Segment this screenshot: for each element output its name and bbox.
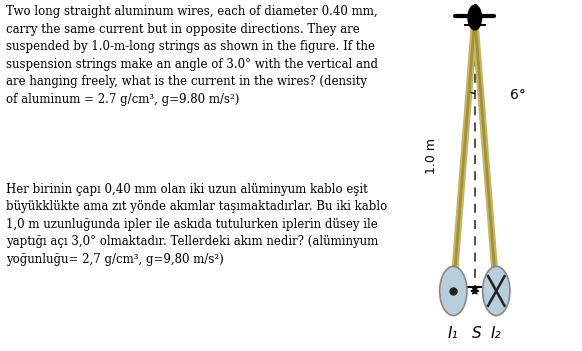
Text: Two long straight aluminum wires, each of diameter 0.40 mm,
carry the same curre: Two long straight aluminum wires, each o…	[6, 5, 378, 106]
Text: I₂: I₂	[491, 326, 502, 341]
Text: Her birinin çapı 0,40 mm olan iki uzun alüminyum kablo eşit
büyükklükte ama zıt : Her birinin çapı 0,40 mm olan iki uzun a…	[6, 183, 387, 265]
Circle shape	[439, 266, 467, 316]
Text: 6°: 6°	[510, 88, 526, 102]
Text: I₁: I₁	[448, 326, 459, 341]
Text: S: S	[472, 326, 481, 341]
Circle shape	[468, 5, 482, 30]
Text: 1.0 m: 1.0 m	[425, 138, 438, 174]
Circle shape	[482, 266, 510, 316]
